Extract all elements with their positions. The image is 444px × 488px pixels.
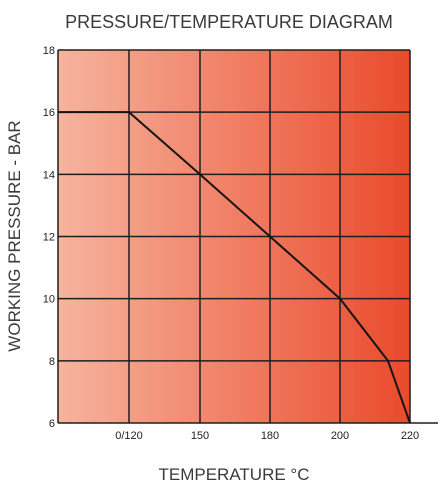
y-tick-label-2: 10: [43, 294, 55, 306]
y-tick-labels: 6 8 10 12 14 16 18: [43, 45, 55, 430]
y-tick-label-0: 6: [49, 418, 55, 430]
series-line: [58, 111, 411, 424]
chart-title: PRESSURE/TEMPERATURE DIAGRAM: [65, 12, 393, 32]
y-tick-label-5: 16: [43, 107, 55, 119]
x-tick-label-3: 200: [331, 430, 349, 442]
x-tick-label-1: 150: [191, 430, 209, 442]
y-tick-label-3: 12: [43, 232, 55, 244]
y-tick-label-4: 14: [43, 169, 55, 181]
pressure-line: [58, 111, 411, 424]
grid-lines: [57, 49, 438, 424]
x-tick-label-2: 180: [261, 430, 279, 442]
x-tick-labels: 0/120 150 180 200 220: [115, 430, 419, 442]
x-tick-label-0: 0/120: [115, 430, 143, 442]
x-tick-label-4: 220: [401, 430, 419, 442]
x-axis-title: TEMPERATURE °C: [159, 465, 310, 484]
y-axis-title: WORKING PRESSURE - BAR: [5, 120, 24, 351]
y-tick-label-6: 18: [43, 45, 55, 57]
y-tick-label-1: 8: [49, 356, 55, 368]
